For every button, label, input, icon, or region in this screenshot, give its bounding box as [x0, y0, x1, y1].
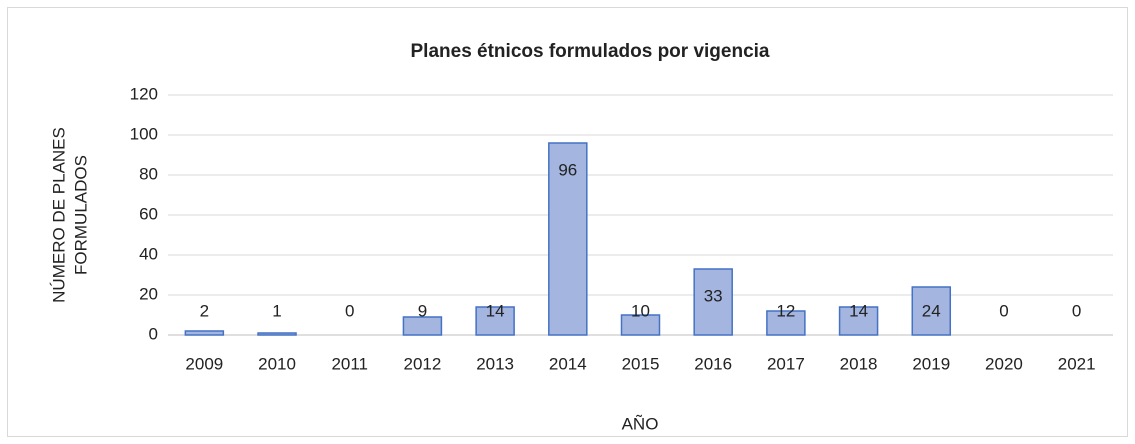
- x-tick-label: 2011: [331, 354, 368, 373]
- x-tick-label: 2009: [185, 354, 223, 373]
- data-label: 14: [849, 301, 868, 320]
- bar: [257, 332, 297, 336]
- x-tick-label: 2021: [1058, 354, 1096, 373]
- data-label: 0: [1072, 301, 1081, 320]
- bar: [766, 310, 806, 336]
- y-tick-label: 0: [149, 324, 158, 343]
- x-tick-label: 2016: [694, 354, 732, 373]
- x-tick-label: 2017: [767, 354, 805, 373]
- y-axis-label: NÚMERO DE PLANES FORMULADOS: [49, 127, 90, 303]
- y-axis-label-line: FORMULADOS: [71, 155, 90, 275]
- bar: [475, 306, 515, 336]
- chart-title: Planes étnicos formulados por vigencia: [411, 41, 770, 62]
- y-tick-label: 100: [130, 124, 158, 143]
- x-tick-label: 2018: [840, 354, 878, 373]
- data-label: 2: [200, 301, 209, 320]
- data-label: 10: [631, 301, 650, 320]
- bar: [838, 306, 879, 336]
- x-tick-label: 2014: [549, 354, 587, 373]
- data-label: 24: [922, 301, 941, 320]
- bar: [911, 286, 952, 336]
- x-tick-label: 2012: [404, 354, 442, 373]
- data-label: 33: [704, 286, 723, 305]
- y-axis-label-line: NÚMERO DE PLANES: [49, 127, 68, 303]
- x-axis-label: AÑO: [622, 414, 659, 433]
- x-tick-label: 2013: [476, 354, 514, 373]
- y-tick-label: 80: [139, 164, 158, 183]
- y-tick-label: 60: [139, 204, 158, 223]
- x-tick-label: 2019: [912, 354, 950, 373]
- x-tick-label: 2015: [622, 354, 660, 373]
- data-label: 12: [776, 301, 795, 320]
- data-label: 0: [345, 301, 354, 320]
- data-label: 1: [272, 301, 281, 320]
- bar: [620, 314, 661, 336]
- bar: [548, 142, 588, 336]
- x-tick-label: 2010: [258, 354, 296, 373]
- x-tick-label: 2020: [985, 354, 1023, 373]
- y-tick-label: 120: [130, 84, 158, 103]
- bar: [184, 330, 225, 336]
- data-label: 0: [999, 301, 1008, 320]
- y-tick-label: 40: [139, 244, 158, 263]
- data-label: 96: [558, 160, 577, 179]
- y-tick-label: 20: [139, 284, 158, 303]
- bar: [693, 268, 733, 336]
- data-label: 9: [418, 301, 427, 320]
- data-label: 14: [486, 301, 505, 320]
- bar: [402, 316, 443, 336]
